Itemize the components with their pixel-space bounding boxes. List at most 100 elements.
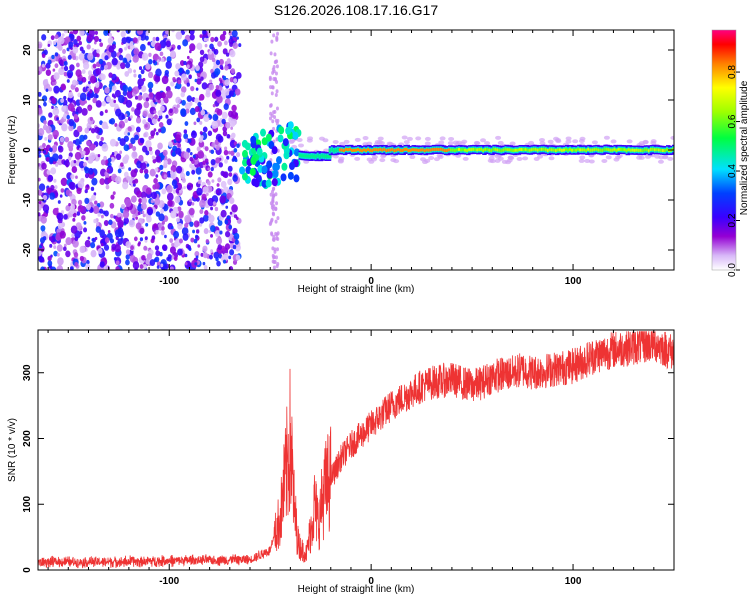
spectrogram-noise-cell (108, 72, 113, 78)
spectrogram-noise-cell (171, 225, 174, 230)
spectrogram-burst-cell (266, 160, 273, 169)
spectrogram-noise-cell (50, 167, 57, 175)
spectrogram-noise-cell (124, 198, 132, 207)
spectrogram-noise-cell (152, 99, 156, 103)
spectrogram-noise-cell (39, 237, 46, 244)
spectrogram-noise-cell (142, 213, 146, 218)
spectrogram-noise-cell (54, 52, 59, 57)
spectrogram-burst-cell (256, 147, 263, 156)
spectrogram-burst-cell (261, 137, 268, 146)
spectrogram-noise-cell (196, 117, 201, 123)
spectrogram-noise-cell (199, 56, 205, 63)
spectrogram-noise-cell (94, 200, 98, 205)
spectrogram-noise-cell (130, 169, 137, 178)
spectrogram-noise-cell (122, 84, 129, 92)
spectrogram-noise-cell (64, 160, 70, 167)
spectrogram-noise-cell (50, 266, 57, 270)
spectrogram-burst-cell (260, 128, 267, 137)
spectrogram-noise-cell (175, 63, 181, 70)
spectrogram-noise-cell (160, 91, 167, 99)
spectrogram-noise-cell (100, 214, 104, 219)
spectrogram-noise-cell (126, 175, 131, 181)
spectrogram-noise-cell (79, 30, 85, 37)
spectrogram-noise-cell (57, 257, 64, 266)
spectrogram-noise-cell (38, 183, 46, 192)
colorbar-axes: 0.0 0.2 0.4 0.6 0.8 (711, 29, 740, 277)
spectrogram-noise-cell (56, 212, 64, 221)
spectrogram-noise-cell (171, 242, 175, 247)
spectrogram-noise-cell (234, 158, 238, 163)
spectrogram-noise-cell (169, 50, 176, 58)
spectrogram-noise-cell (272, 33, 276, 38)
spectrogram-noise-cell (219, 58, 224, 66)
spectrogram-noise-cell (92, 63, 97, 69)
spectrogram-noise-cell (208, 114, 212, 119)
spectrogram-band-cell (415, 136, 422, 141)
spectrogram-noise-cell (168, 141, 173, 148)
spectrogram-noise-cell (208, 83, 215, 91)
spectrogram-noise-cell (181, 177, 186, 183)
spectrogram-noise-cell (83, 166, 89, 172)
spectrogram-noise-cell (197, 180, 201, 184)
spectrogram-noise-cell (89, 143, 96, 151)
spectrogram-noise-cell (179, 60, 185, 66)
spectrogram-noise-cell (124, 118, 129, 124)
spectrogram-noise-cell (113, 99, 117, 104)
spectrogram-noise-cell (231, 104, 237, 112)
spectrogram-noise-cell (148, 58, 153, 65)
spectrogram-noise-cell (132, 37, 138, 44)
spectrogram-noise-cell (186, 184, 191, 190)
spectrogram-noise-cell (95, 68, 102, 75)
colorbar-tick-label: 0.2 (727, 213, 738, 227)
spectrogram-noise-cell (141, 254, 146, 261)
spectrogram-noise-cell (48, 236, 53, 241)
spectrogram-band-cell (603, 135, 610, 140)
spectrogram-noise-cell (160, 126, 166, 134)
spectrogram-band-cell (605, 155, 612, 160)
spectrogram-noise-cell (225, 121, 231, 129)
spectrogram-noise-cell (203, 37, 207, 42)
spectrogram-noise-cell (127, 132, 131, 136)
spectrogram-band-cell (548, 156, 555, 161)
spectrogram-noise-cell (233, 148, 238, 153)
spectrogram-noise-cell (214, 230, 221, 238)
spectrogram-burst-cell (242, 149, 249, 158)
spectrogram-noise-cell (202, 245, 208, 253)
spectrogram-noise-cell (125, 249, 131, 255)
spectrogram-noise-cell (199, 34, 203, 39)
spectrogram-noise-cell (189, 33, 195, 41)
spectrogram-noise-cell (47, 59, 52, 65)
spectrogram-band-cell (439, 136, 446, 141)
spectrogram-noise-cell (185, 69, 190, 75)
spectrogram-noise-cell (271, 189, 275, 194)
spectrogram-noise-cell (220, 180, 227, 188)
spectrogram-noise-cell (89, 92, 94, 99)
spectrogram-noise-cell (111, 85, 117, 92)
snr-ytick-label: 0 (22, 567, 33, 573)
spectrogram-noise-cell (210, 149, 215, 155)
spectrogram-noise-cell (99, 110, 104, 116)
spectrogram-noise-cell (91, 177, 98, 186)
spectrogram-ytick-label: -10 (22, 192, 33, 207)
spectrogram-noise-cell (69, 192, 73, 197)
spectrogram-band-cell (403, 140, 410, 145)
spectrogram-noise-cell (272, 77, 276, 82)
spectrogram-noise-cell (56, 244, 63, 252)
spectrogram-noise-cell (49, 243, 53, 248)
spectrogram-noise-cell (124, 46, 128, 51)
spectrogram-noise-cell (194, 106, 200, 113)
spectrogram-noise-cell (72, 239, 79, 248)
spectrogram-noise-cell (96, 53, 100, 58)
spectrogram-noise-cell (97, 153, 101, 158)
spectrogram-noise-cell (275, 106, 279, 111)
spectrogram-noise-cell (120, 162, 124, 167)
spectrogram-band-cell (380, 154, 387, 159)
spectrogram-noise-cell (62, 105, 66, 110)
spectrogram-noise-cell (53, 72, 60, 80)
spectrogram-noise-cell (149, 168, 156, 177)
spectrogram-noise-cell (158, 128, 162, 133)
spectrogram-noise-cell (183, 60, 187, 66)
spectrogram-noise-cell (94, 126, 100, 134)
spectrogram-noise-cell (155, 174, 159, 178)
spectrogram-noise-cell (87, 236, 91, 240)
